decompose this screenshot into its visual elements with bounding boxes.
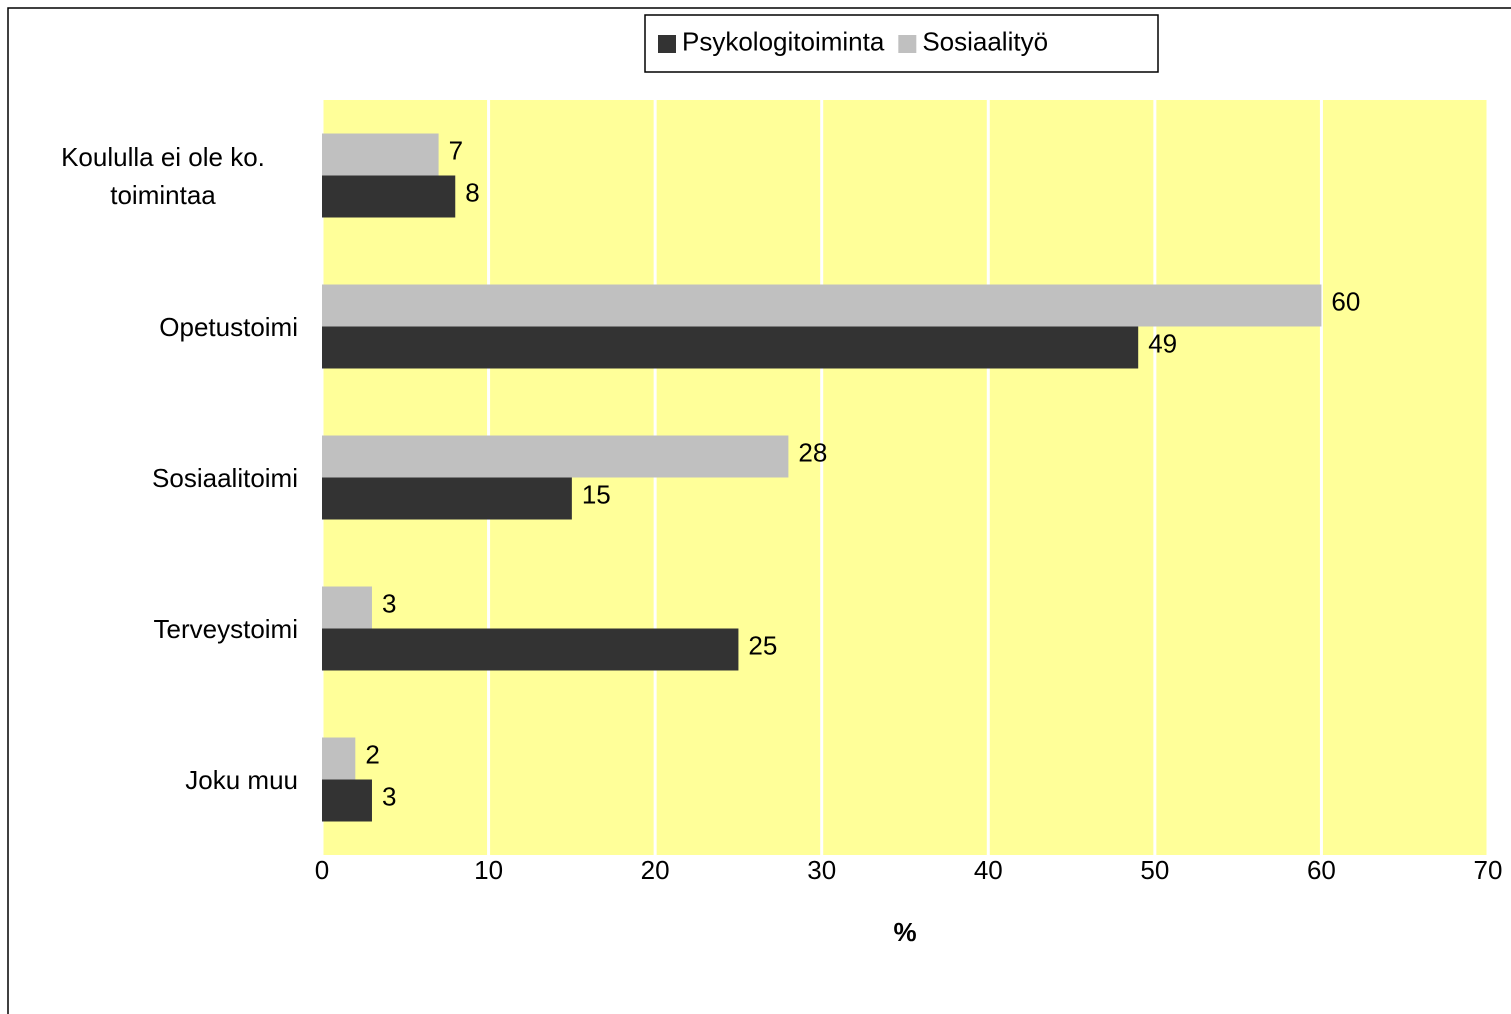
legend-label: Psykologitoiminta [682,26,885,56]
y-tick-label: Sosiaalitoimi [152,462,298,493]
data-label: 49 [1148,328,1177,358]
y-tick-label: Terveystoimi [153,613,298,644]
y-tick-label: Joku muu [185,764,298,795]
category-label-box: Sosiaalitoimi [152,459,298,497]
bar [322,477,572,520]
x-tick-label: 20 [641,855,670,885]
data-label: 28 [798,437,827,467]
bar [322,628,739,671]
category-label-box: Opetustoimi [159,308,298,346]
legend-swatch [658,35,676,53]
y-tick-label: Koululla ei ole ko. toimintaa [61,141,265,210]
data-label: 2 [365,739,379,769]
x-tick-label: 40 [974,855,1003,885]
legend-label: Sosiaalityö [922,26,1048,56]
data-label: 8 [465,177,479,207]
x-tick-label: 30 [807,855,836,885]
data-label: 60 [1331,286,1360,316]
chart-border [7,7,1511,1014]
y-tick-label: Opetustoimi [159,311,298,342]
bar [322,326,1139,369]
x-tick-label: 70 [1474,855,1503,885]
bar [322,175,456,218]
data-label: 3 [382,588,396,618]
x-tick-label: 60 [1307,855,1336,885]
category-label-box: Joku muu [185,761,298,799]
bar [322,779,372,822]
category-label-box: Terveystoimi [154,610,298,648]
bar [322,586,372,629]
data-label: 25 [748,630,777,660]
bar [322,737,356,780]
legend-swatch [898,35,917,53]
x-tick-label: 0 [315,855,329,885]
x-tick-label: 50 [1140,855,1169,885]
bar [322,133,439,176]
data-label: 7 [449,135,463,165]
bar [322,435,789,478]
x-axis-label: % [893,917,916,947]
category-label-box: Koululla ei ole ko. toimintaa [28,138,298,214]
x-tick-label: 10 [474,855,503,885]
data-label: 3 [382,781,396,811]
bar [322,284,1322,327]
data-label: 15 [582,479,611,509]
